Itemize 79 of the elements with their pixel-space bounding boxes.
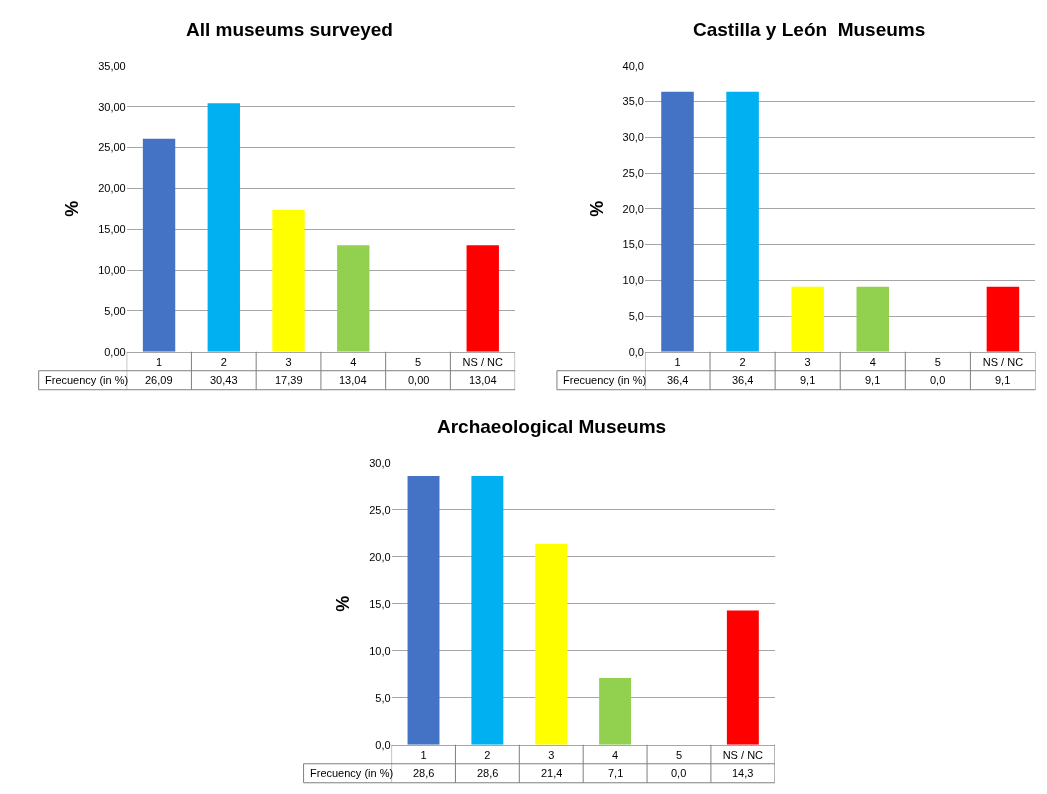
data-label: 36,4	[732, 374, 754, 386]
y-tick-label: 25,0	[622, 166, 644, 179]
x-tick-label: 3	[548, 748, 555, 761]
bar	[599, 678, 632, 745]
y-tick-label: 30,00	[98, 100, 126, 113]
x-tick-label: 4	[350, 355, 357, 368]
x-tick-label: 1	[420, 748, 427, 761]
chart-title: Castilla y León Museums	[693, 19, 926, 40]
x-tick-label: 4	[869, 355, 876, 368]
y-tick-label: 5,0	[628, 309, 644, 322]
bar	[407, 476, 440, 745]
y-tick-label: 25,0	[369, 503, 391, 516]
y-tick-label: 0,0	[375, 738, 391, 751]
data-label: 21,4	[541, 767, 563, 779]
y-axis-title: %	[62, 200, 83, 217]
x-tick-label: 2	[220, 355, 227, 368]
y-tick-label: 10,0	[622, 274, 644, 287]
data-label: 7,1	[608, 767, 624, 779]
y-tick-label: 30,0	[622, 131, 644, 144]
data-label: 9,1	[865, 374, 881, 386]
bar	[535, 543, 568, 745]
bar	[466, 245, 499, 352]
y-axis-title: %	[586, 200, 607, 217]
data-label: 0,0	[671, 767, 687, 779]
text: Frecuency (in %)	[563, 374, 647, 386]
x-tick-label: 2	[739, 355, 746, 368]
data-label: 9,1	[995, 374, 1011, 386]
data-label: 0,00	[408, 374, 430, 386]
bar	[471, 476, 504, 745]
bar	[337, 245, 370, 352]
data-label: 26,09	[145, 374, 173, 386]
y-tick-label: 0,0	[628, 345, 644, 358]
text: Frecuency (in %)	[310, 767, 394, 779]
chart-title: Archaeological Museums	[437, 416, 667, 437]
data-label: 28,6	[477, 767, 499, 779]
data-label: 36,4	[667, 374, 689, 386]
x-tick-label: 5	[414, 355, 422, 368]
y-tick-label: 5,00	[104, 304, 126, 317]
bar	[726, 610, 759, 745]
y-tick-label: 20,0	[369, 550, 391, 563]
x-tick-label: 4	[612, 748, 619, 761]
x-tick-label: 3	[285, 355, 292, 368]
x-tick-label: 5	[675, 748, 683, 761]
x-tick-label: 1	[155, 355, 163, 368]
data-label: 9,1	[800, 374, 816, 386]
data-label: 30,43	[210, 374, 238, 386]
x-tick-label: 1	[674, 355, 681, 368]
y-tick-label: 0,00	[104, 345, 126, 358]
x-tick-label: NS / NC	[722, 748, 764, 761]
y-tick-label: 20,00	[98, 182, 126, 195]
text: Frecuency (in %)	[45, 374, 129, 386]
x-tick-label: 2	[484, 748, 491, 761]
y-tick-label: 10,0	[369, 644, 391, 657]
data-label: 13,04	[469, 374, 497, 386]
bar	[142, 138, 176, 352]
y-tick-label: 10,00	[98, 263, 126, 276]
bar	[207, 103, 240, 352]
y-tick-label: 30,0	[369, 456, 391, 469]
y-tick-label: 15,00	[98, 223, 126, 236]
y-tick-label: 40,0	[622, 59, 644, 72]
y-tick-label: 35,0	[622, 95, 644, 108]
bar	[272, 209, 305, 352]
y-tick-label: 15,0	[369, 597, 391, 610]
y-tick-label: 25,00	[98, 141, 126, 154]
data-label: 14,3	[732, 767, 754, 779]
x-tick-label: 3	[804, 355, 811, 368]
y-axis-title: %	[333, 595, 354, 612]
chart-title: All museums surveyed	[186, 19, 393, 40]
y-tick-label: 35,00	[98, 59, 126, 72]
x-tick-label: NS / NC	[982, 355, 1024, 368]
x-tick-label: NS / NC	[462, 355, 503, 368]
data-label: 17,39	[275, 374, 303, 386]
x-tick-label: 5	[934, 355, 941, 368]
y-tick-label: 15,0	[622, 238, 644, 251]
y-tick-label: 20,0	[622, 202, 644, 215]
data-label: 28,6	[413, 767, 435, 779]
y-tick-label: 5,0	[375, 691, 391, 704]
data-label: 0,0	[930, 374, 946, 386]
data-label: 13,04	[339, 374, 367, 386]
